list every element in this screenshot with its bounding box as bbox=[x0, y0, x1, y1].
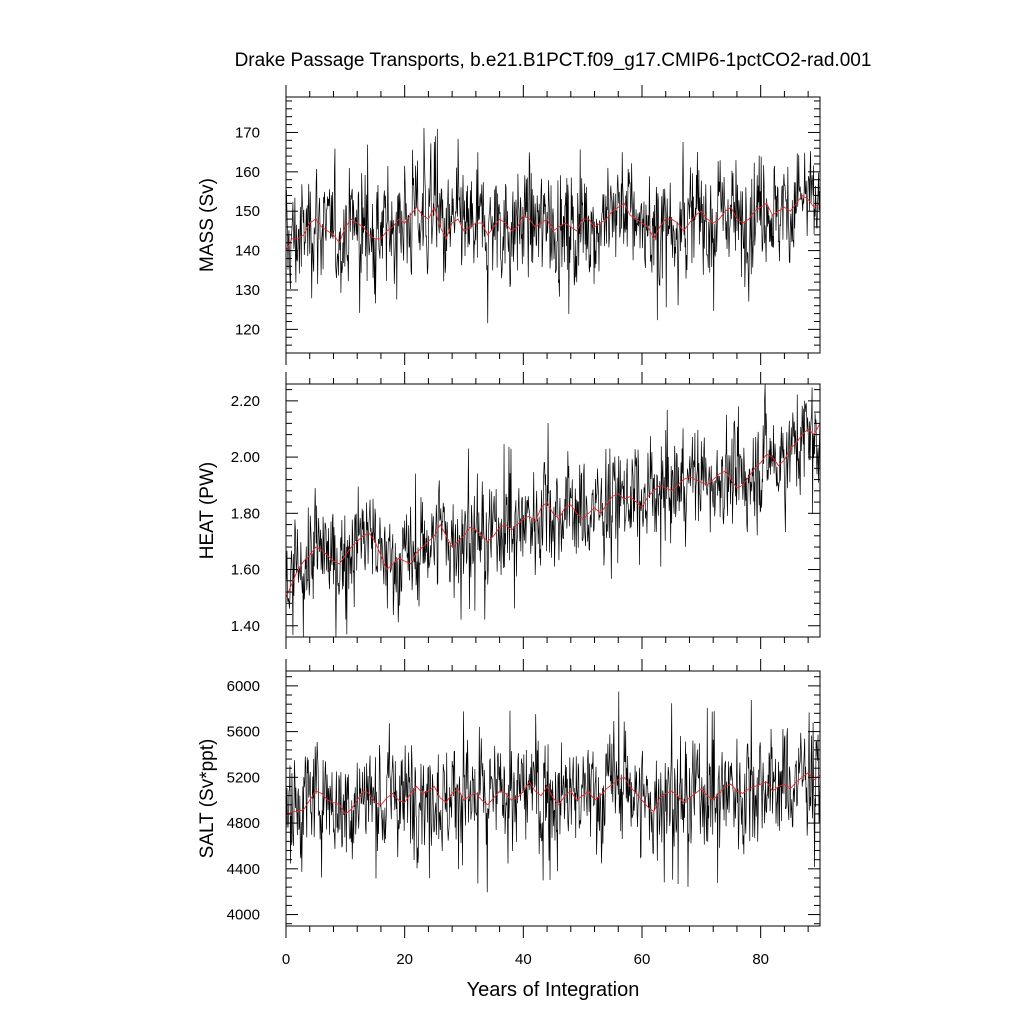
y-tick-label: 130 bbox=[235, 282, 260, 299]
running-mean-line-1 bbox=[286, 194, 820, 251]
y-tick-label: 4000 bbox=[227, 907, 260, 924]
y-tick-label: 1.40 bbox=[231, 618, 260, 635]
x-axis-label: Years of Integration bbox=[467, 979, 640, 1001]
y-tick-label: 1.60 bbox=[231, 562, 260, 579]
x-tick-label: 40 bbox=[515, 951, 532, 968]
y-tick-label: 6000 bbox=[227, 678, 260, 695]
raw-series-line-3 bbox=[286, 691, 820, 893]
y-tick-label: 2.20 bbox=[231, 393, 260, 410]
y-tick-label: 4400 bbox=[227, 861, 260, 878]
running-mean-line-2 bbox=[286, 423, 820, 598]
y-tick-label: 160 bbox=[235, 164, 260, 181]
y-tick-label: 4800 bbox=[227, 815, 260, 832]
panel-2: 1.40 1.60 1.80 2.00 2.20 HEAT (PW) bbox=[197, 372, 821, 649]
x-tick-label: 80 bbox=[752, 951, 769, 968]
panel-3: 4000 4400 4800 5200 5600 6000 SALT (Sv*ppt) bbox=[197, 659, 821, 938]
y-tick-label: 1.80 bbox=[231, 505, 260, 522]
panels-group: 120 130 140 150 160 170 MASS (Sv) 1.40 1.60 1.80 2… bbox=[197, 85, 821, 938]
raw-series-line-2 bbox=[286, 384, 820, 637]
x-axis: 0 20 40 60 80 bbox=[282, 951, 769, 968]
panel-frame-3 bbox=[285, 670, 821, 927]
y-axis-label-3: SALT (Sv*ppt) bbox=[197, 739, 218, 859]
raw-series-line-1 bbox=[286, 127, 820, 324]
y-tick-label: 170 bbox=[235, 124, 260, 141]
x-tick-label: 20 bbox=[396, 951, 413, 968]
y-tick-label: 5200 bbox=[227, 769, 260, 786]
chart-title: Drake Passage Transports, b.e21.B1PCT.f0… bbox=[235, 50, 872, 71]
y-tick-label: 120 bbox=[235, 321, 260, 338]
y-tick-label: 150 bbox=[235, 203, 260, 220]
y-axis-label-2: HEAT (PW) bbox=[197, 462, 218, 559]
y-tick-label: 5600 bbox=[227, 724, 260, 741]
panel-frame-2 bbox=[285, 383, 821, 638]
y-tick-label: 2.00 bbox=[231, 449, 260, 466]
y-tick-label: 140 bbox=[235, 243, 260, 260]
y-axis-label-1: MASS (Sv) bbox=[197, 178, 218, 272]
running-mean-line-3 bbox=[286, 772, 820, 817]
panel-1: 120 130 140 150 160 170 MASS (Sv) bbox=[197, 85, 821, 365]
panel-frame-1 bbox=[285, 96, 821, 354]
x-tick-label: 0 bbox=[282, 951, 290, 968]
x-tick-label: 60 bbox=[634, 951, 651, 968]
